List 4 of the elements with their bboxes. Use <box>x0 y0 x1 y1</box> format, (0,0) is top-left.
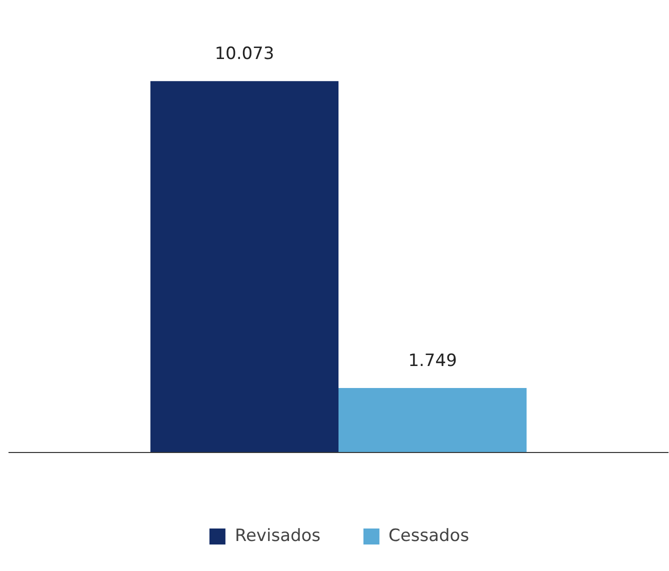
data-label: 1.749 <box>408 351 457 372</box>
legend-label: Revisados <box>234 526 321 546</box>
data-label: 10.073 <box>214 44 274 64</box>
legend-label: Cessados <box>388 526 470 546</box>
